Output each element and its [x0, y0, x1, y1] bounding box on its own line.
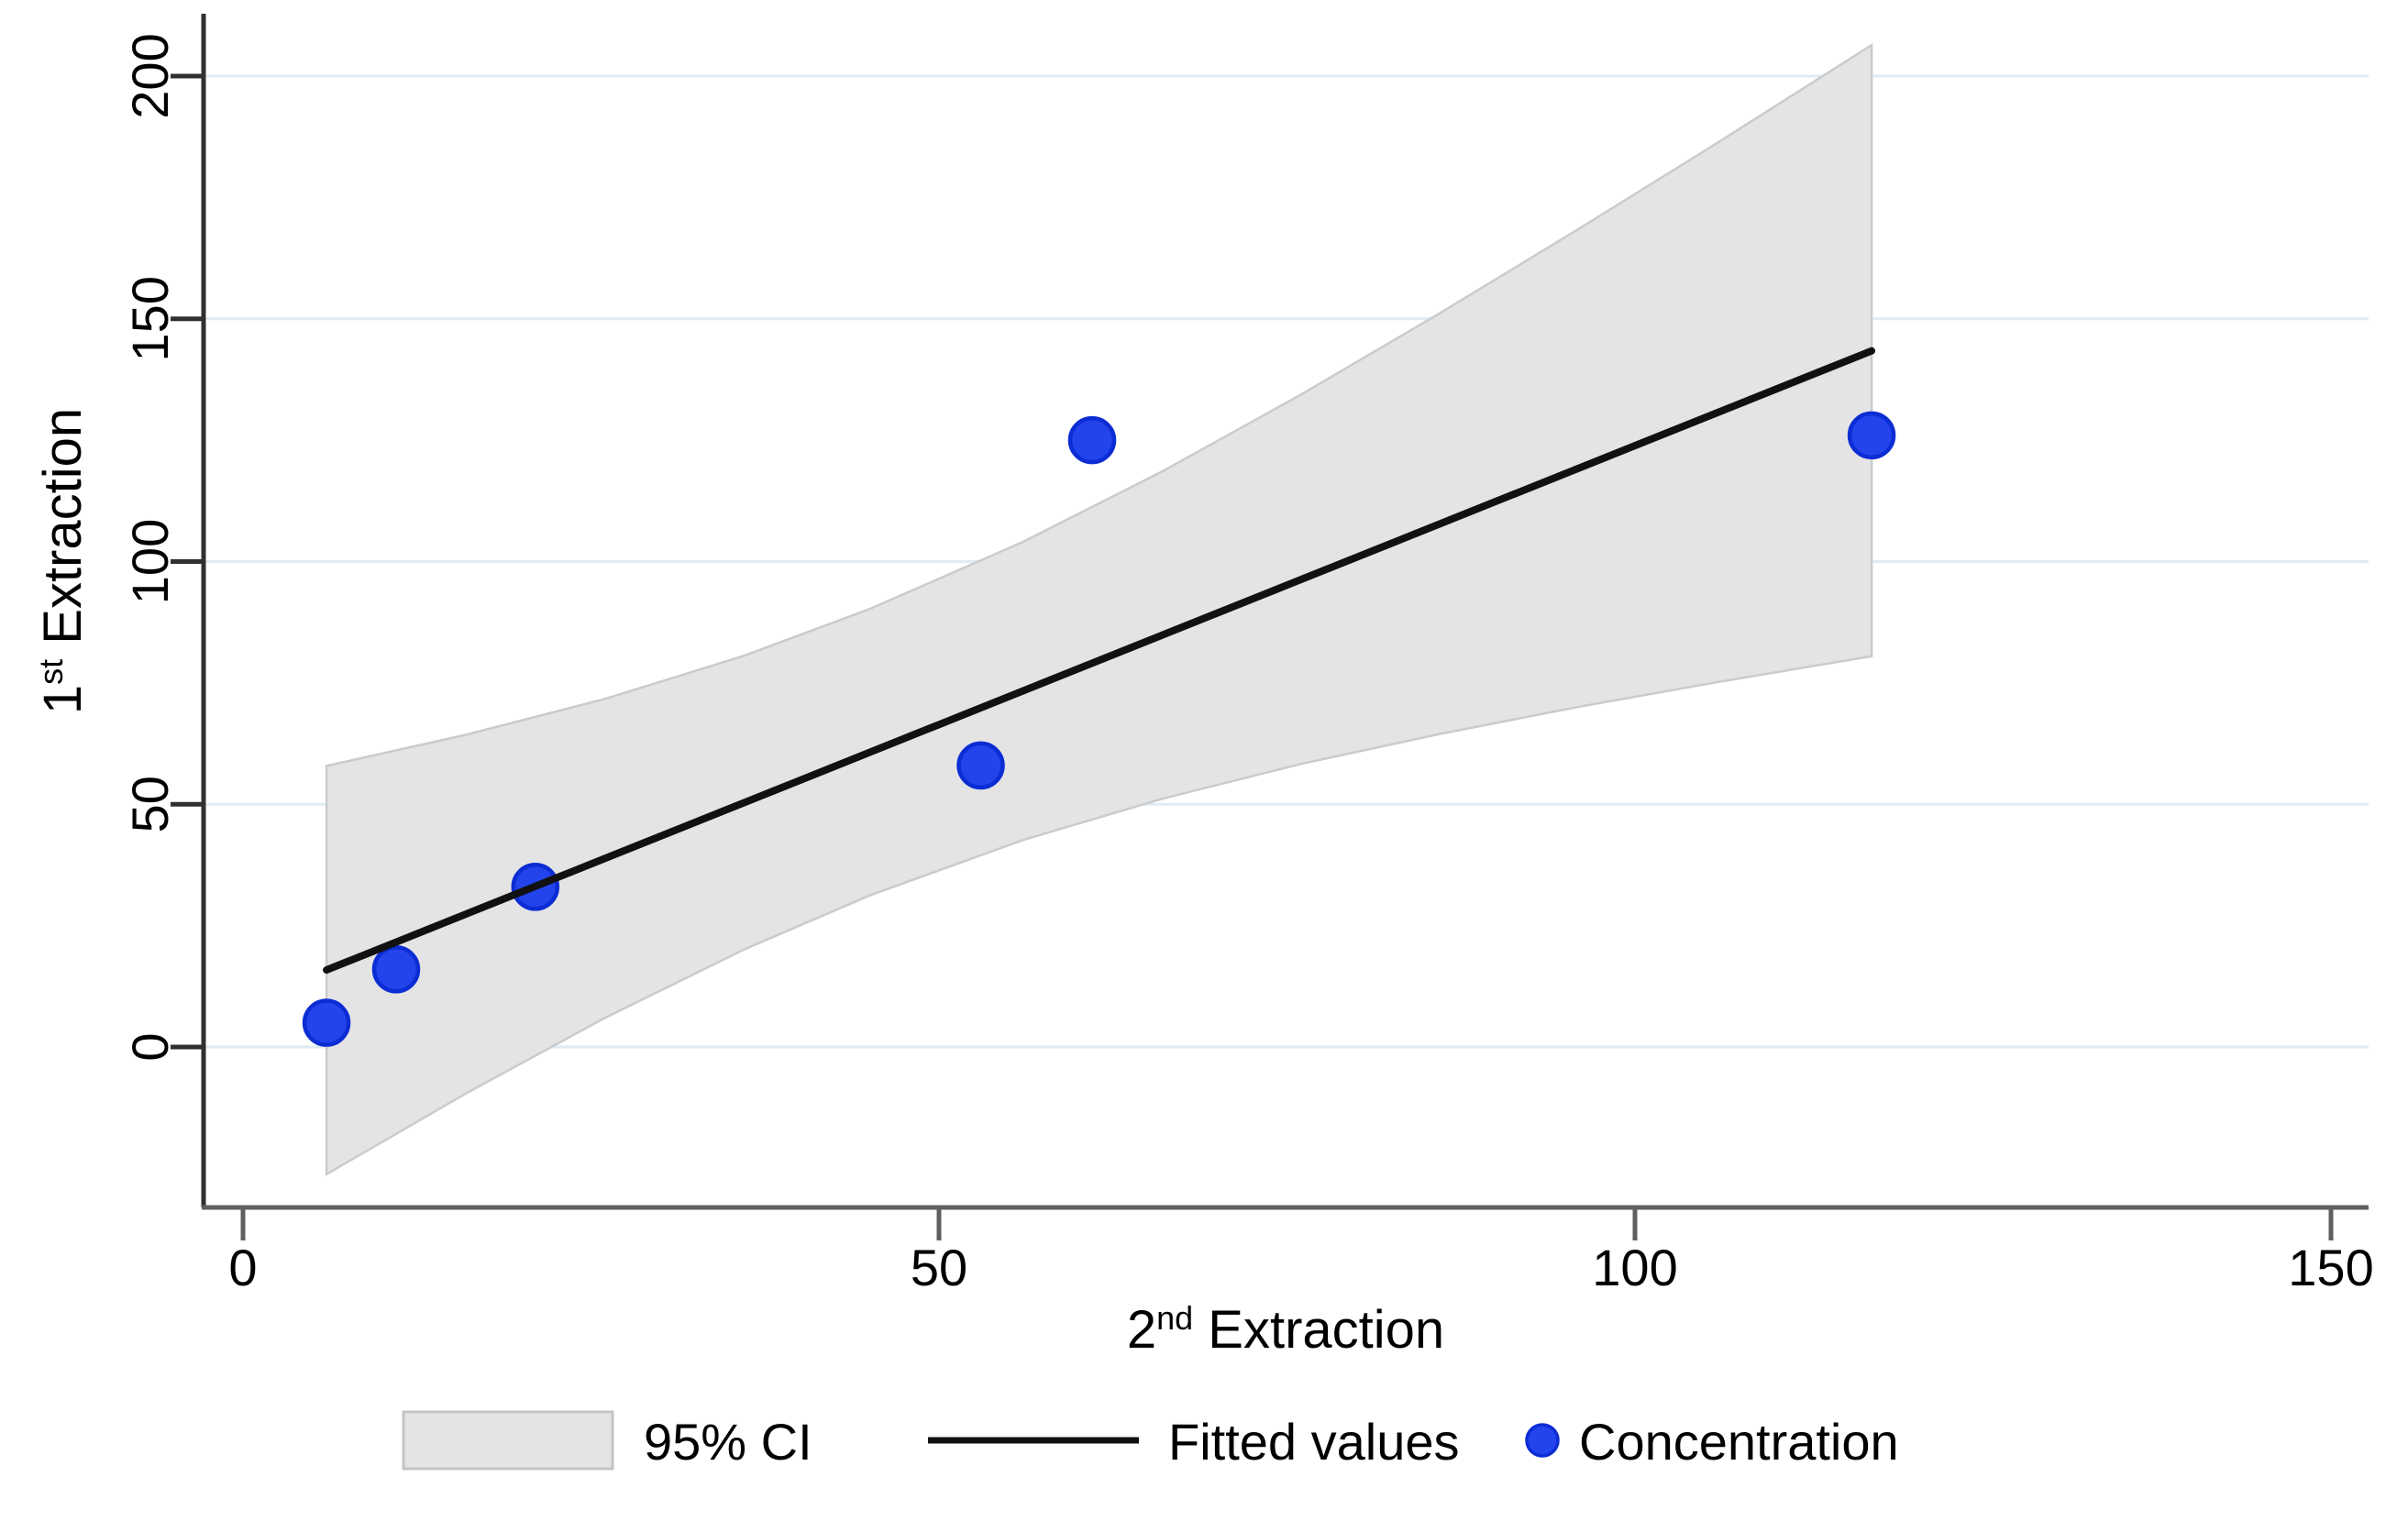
legend-label-concentration: Concentration — [1579, 1413, 1899, 1471]
x-axis-title: 2nd Extraction — [1127, 1299, 1444, 1360]
title-prefix: 2 — [1127, 1300, 1156, 1360]
title-suffix: Extraction — [1193, 1300, 1444, 1360]
title-superscript: st — [32, 659, 70, 685]
x-tick-label: 50 — [911, 1239, 967, 1296]
y-tick-label: 200 — [121, 33, 179, 118]
legend: 95% CI Fitted values Concentration — [402, 1410, 1899, 1471]
data-point — [1847, 411, 1896, 460]
x-tick-label: 100 — [1592, 1239, 1677, 1296]
legend-label-ci: 95% CI — [644, 1413, 812, 1471]
data-point — [1067, 415, 1117, 465]
x-tick-label: 150 — [2288, 1239, 2373, 1296]
scatter-series — [302, 411, 1896, 1047]
y-tick-label: 0 — [121, 1032, 179, 1061]
y-tick-label: 150 — [121, 276, 179, 361]
title-suffix: Extraction — [33, 408, 93, 659]
marker-swatch — [1525, 1423, 1560, 1458]
data-point — [371, 945, 421, 994]
title-prefix: 1 — [33, 685, 93, 714]
y-tick-label: 50 — [121, 776, 179, 832]
legend-label-fitted: Fitted values — [1168, 1413, 1460, 1471]
title-superscript: nd — [1156, 1299, 1193, 1337]
x-tick-label: 0 — [228, 1239, 257, 1296]
ci-band — [325, 42, 1873, 1176]
y-axis-title: 1st Extraction — [32, 408, 93, 714]
data-point — [956, 741, 1005, 790]
y-tick-label: 100 — [121, 519, 179, 604]
tick-marks: 0 50 100 150 200 0 50 100 150 — [121, 33, 2374, 1296]
ci-band-swatch — [402, 1410, 614, 1471]
fitted-line — [323, 347, 1876, 975]
data-point — [302, 998, 351, 1047]
